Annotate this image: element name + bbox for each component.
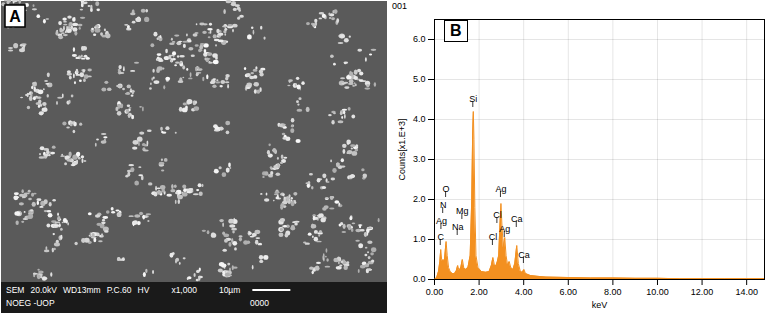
svg-text:5.0: 5.0 [413,74,426,84]
svg-text:4.0: 4.0 [413,114,426,124]
svg-text:N: N [440,200,447,210]
svg-text:3.0: 3.0 [413,154,426,164]
svg-text:SEM: SEM [6,285,24,295]
svg-text:1.0: 1.0 [413,234,426,244]
svg-text:P.C.60: P.C.60 [107,285,132,295]
svg-text:O: O [443,184,450,194]
svg-text:Counts[x1.E+3]: Counts[x1.E+3] [397,119,407,181]
svg-text:2.00: 2.00 [470,287,488,297]
svg-text:6.00: 6.00 [560,287,578,297]
svg-text:Cl: Cl [493,210,502,220]
svg-text:Ag: Ag [495,184,506,194]
svg-text:10.00: 10.00 [646,287,669,297]
svg-text:4.00: 4.00 [515,287,533,297]
svg-text:0.00: 0.00 [426,287,444,297]
svg-text:Ca: Ca [511,214,523,224]
svg-text:NOEG -UOP: NOEG -UOP [6,298,55,308]
svg-text:2.0: 2.0 [413,194,426,204]
svg-text:10µm: 10µm [219,285,240,295]
svg-text:0000: 0000 [250,298,269,308]
svg-text:Cl: Cl [489,232,498,242]
svg-text:8.00: 8.00 [604,287,622,297]
svg-text:Na: Na [452,222,464,232]
svg-text:C: C [437,232,444,242]
svg-text:Ag: Ag [499,224,510,234]
svg-text:Si: Si [469,94,477,104]
svg-text:HV: HV [138,285,150,295]
svg-text:A: A [9,8,21,25]
svg-text:14.00: 14.00 [735,287,758,297]
svg-text:20.0kV: 20.0kV [30,285,57,295]
svg-text:0.0: 0.0 [413,274,426,284]
html-text:001: 001 [392,1,407,11]
svg-text:x1,000: x1,000 [171,285,197,295]
html-text:B: B [450,22,462,39]
svg-text:Ag: Ag [436,216,447,226]
svg-text:Ca: Ca [518,250,530,260]
svg-text:keV: keV [592,300,608,310]
svg-text:WD13mm: WD13mm [63,285,101,295]
svg-text:12.00: 12.00 [691,287,714,297]
svg-text:Mg: Mg [456,206,469,216]
svg-text:6.0: 6.0 [413,34,426,44]
